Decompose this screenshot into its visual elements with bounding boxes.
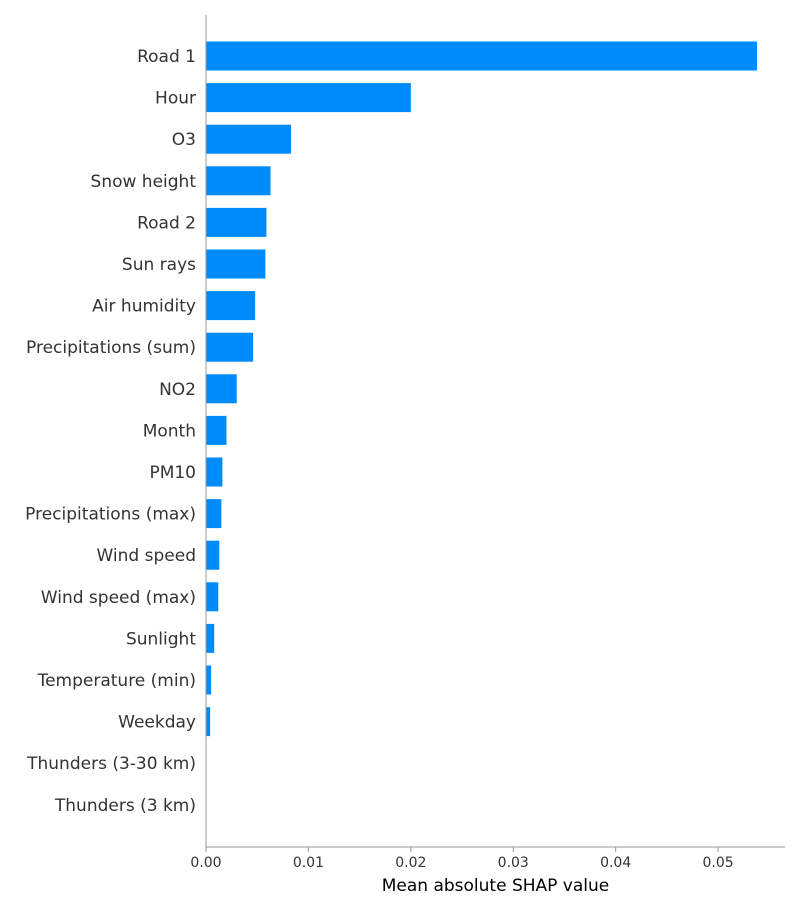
- bar-precipitations-max: [206, 499, 222, 529]
- bar-road-2: [206, 207, 267, 237]
- x-axis-title: Mean absolute SHAP value: [382, 876, 610, 896]
- x-tick-label: 0.01: [293, 855, 324, 871]
- bar-snow-height: [206, 166, 271, 196]
- bar-pm10: [206, 457, 223, 487]
- bar-wind-speed-max: [206, 582, 219, 612]
- category-label: Precipitations (sum): [26, 338, 196, 358]
- category-label: Month: [143, 421, 196, 441]
- category-label: Wind speed (max): [41, 588, 196, 608]
- x-ticks: 0.00 0.01 0.02 0.03 0.04 0.05: [190, 847, 734, 871]
- bar-precipitations-sum: [206, 332, 254, 362]
- bars-group: [206, 41, 757, 737]
- category-label: NO2: [159, 380, 196, 400]
- bar-o3: [206, 124, 292, 154]
- category-label: Hour: [155, 89, 196, 109]
- category-label: Sunlight: [126, 629, 196, 649]
- category-label: PM10: [149, 463, 196, 483]
- bar-sun-rays: [206, 249, 266, 279]
- category-label: Snow height: [91, 172, 197, 192]
- category-label: Weekday: [118, 713, 196, 733]
- category-label: Precipitations (max): [25, 505, 196, 525]
- category-label: Sun rays: [122, 255, 196, 275]
- bar-road-1: [206, 41, 757, 71]
- category-label: Thunders (3 km): [54, 796, 196, 816]
- bar-temperature-min: [206, 665, 212, 695]
- bar-weekday: [206, 707, 211, 737]
- category-labels: Road 1 Hour O3 Snow height Road 2 Sun rays Air…: [25, 47, 196, 816]
- category-label: Air humidity: [92, 297, 196, 317]
- bar-wind-speed: [206, 540, 220, 570]
- bar-air-humidity: [206, 291, 256, 321]
- bar-no2: [206, 374, 237, 404]
- x-tick-label: 0.04: [600, 855, 631, 871]
- bar-sunlight: [206, 623, 215, 653]
- x-tick-label: 0.00: [190, 855, 221, 871]
- category-label: Wind speed: [97, 546, 197, 566]
- x-tick-label: 0.02: [395, 855, 426, 871]
- x-tick-label: 0.05: [702, 855, 733, 871]
- category-label: Road 1: [137, 47, 196, 67]
- category-label: Thunders (3-30 km): [26, 754, 196, 774]
- bar-month: [206, 415, 227, 445]
- category-label: Temperature (min): [37, 671, 196, 691]
- category-label: O3: [172, 130, 196, 150]
- bar-hour: [206, 83, 411, 113]
- x-tick-label: 0.03: [498, 855, 529, 871]
- category-label: Road 2: [137, 213, 196, 233]
